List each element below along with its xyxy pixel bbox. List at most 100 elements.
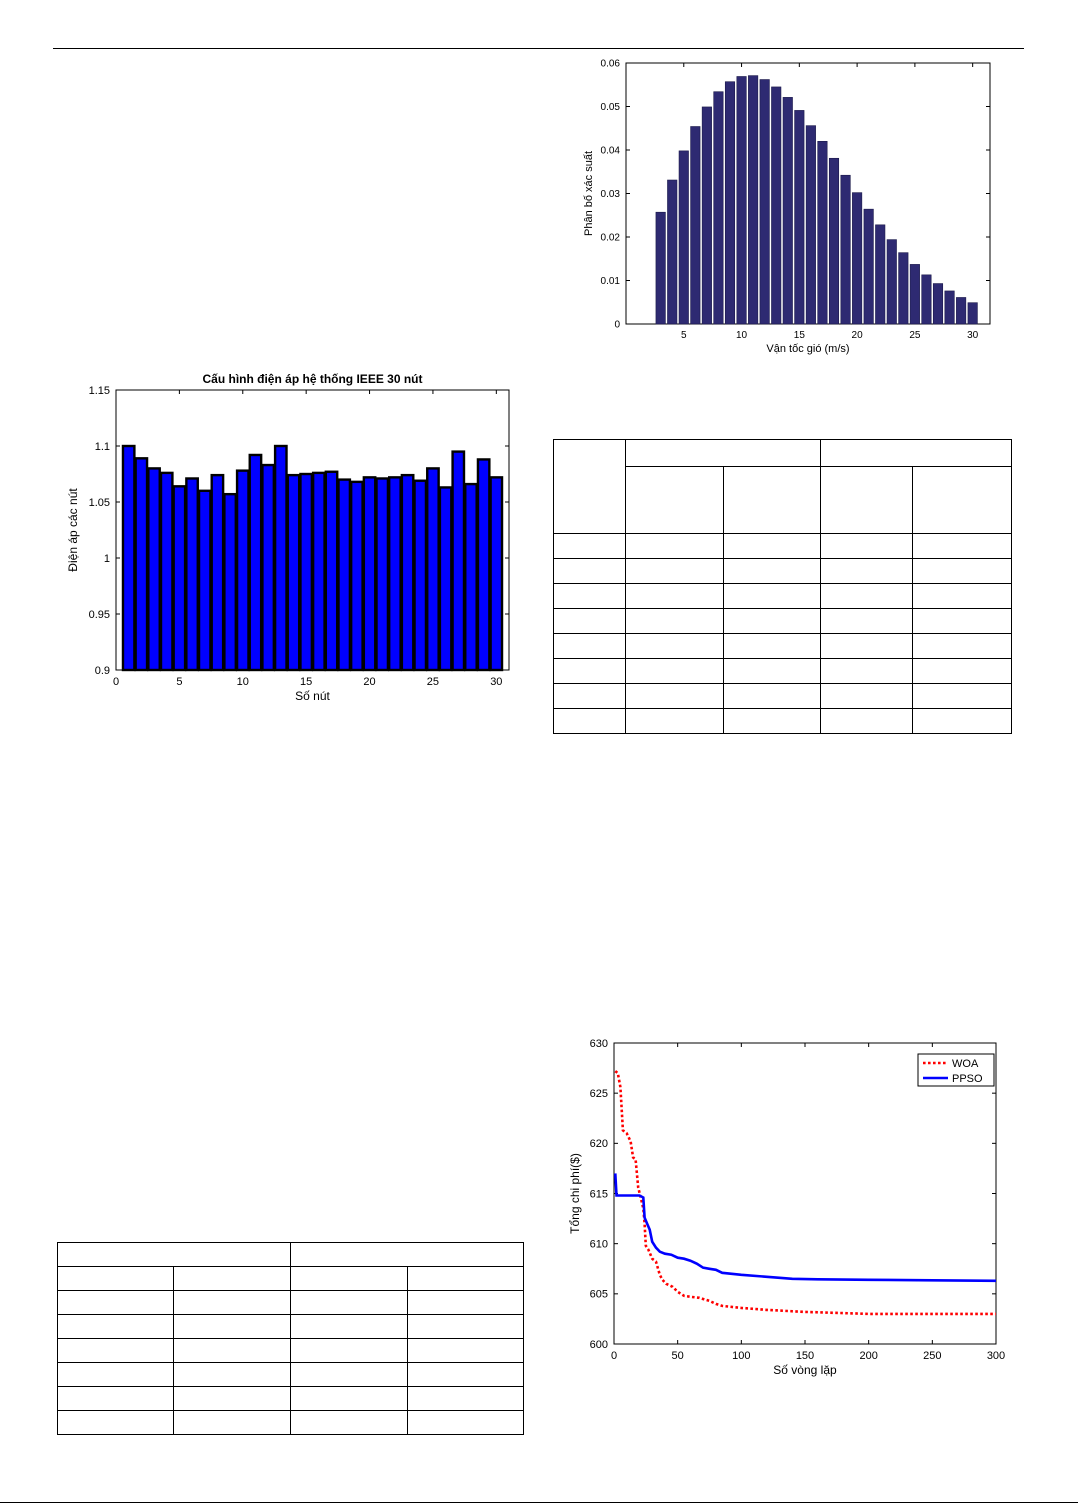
table-cell [624,466,724,534]
y-axis-label: Phân bố xác suất [583,151,595,236]
bar [921,274,932,325]
bar [337,478,352,672]
bar [248,453,263,672]
bar [817,141,828,325]
y-tick-label: 1.15 [89,385,110,397]
bar [299,472,314,672]
x-tick-label: 25 [909,330,921,341]
table-row [553,583,1013,609]
results-table-right [553,439,1013,734]
table-cell [624,558,724,584]
table-cell [290,1362,408,1387]
table-cell [722,466,822,534]
y-tick-label: 1.05 [89,497,110,509]
bar [185,477,199,672]
y-tick-label: 0.9 [95,665,110,677]
series-line-woa [614,1070,996,1316]
x-tick-label: 25 [427,676,439,688]
bar [690,126,701,325]
x-tick-label: 15 [794,330,806,341]
table-cell [173,1386,291,1411]
table-cell [820,683,913,709]
bar [701,106,712,325]
results-table-left [57,1242,524,1435]
table-cell [553,558,626,584]
y-tick-label: 0.95 [89,609,110,621]
table-cell [553,608,626,634]
y-tick-label: 0.06 [601,59,621,70]
table-row [57,1386,524,1411]
bar [956,297,967,325]
table-cell [290,1386,408,1411]
table-cell [173,1266,291,1291]
legend-label: PPSO [952,1073,983,1085]
table-row [57,1314,524,1339]
table-row [553,708,1013,734]
bar [197,489,212,672]
x-tick-label: 5 [176,676,182,688]
bar [210,473,225,672]
voltage-profile-chart: 0.9 0.95 1 1.05 1.1 1.15 0 5 10 15 20 25 30 Số nút Điệ… [58,365,528,710]
table-cell [624,633,724,659]
y-tick-label: 600 [590,1339,608,1351]
x-axis-label: Số nút [295,689,330,703]
table-cell [57,1242,291,1267]
bar [286,473,301,672]
x-tick-label: 10 [736,330,748,341]
table-cell [173,1362,291,1387]
legend-box [917,1053,995,1087]
bar [413,479,428,672]
table-row [57,1362,524,1387]
x-tick-label: 200 [859,1350,877,1362]
table-cell [57,1314,174,1339]
table-row [57,1410,524,1435]
bar [863,208,874,325]
bar [875,224,886,325]
table-row [553,608,1013,634]
x-tick-label: 20 [852,330,864,341]
table-row [553,683,1013,709]
legend-label: WOA [952,1058,979,1070]
table-row [57,1338,524,1363]
y-tick-label: 0 [614,320,620,331]
bar [782,97,793,325]
bar [400,473,415,672]
bar [362,476,377,672]
table-cell [911,533,1013,559]
bar [489,476,504,672]
y-tick-label: 620 [590,1138,608,1150]
series-line-ppso [614,1173,997,1283]
voltage-profile-plot: 0.9 0.95 1 1.05 1.1 1.15 0 5 10 15 20 25 30 Số nút Điệ… [66,372,510,703]
table-cell [624,683,724,709]
bar [426,467,440,672]
table-cell [553,683,626,709]
table-cell [57,1290,174,1315]
bar [932,283,944,325]
table-row [57,1242,524,1267]
table-cell [911,466,1013,534]
x-tick-label: 0 [113,676,119,688]
bar [159,471,174,672]
bar [134,457,149,672]
table-cell [820,708,913,734]
table-cell [820,558,913,584]
table-row [553,558,1013,584]
table-cell [407,1290,524,1315]
table-cell [553,583,626,609]
y-tick-label: 630 [590,1038,608,1050]
table-cell [57,1410,174,1435]
y-tick-label: 0.05 [601,102,621,113]
footer-rule [0,1502,1078,1503]
y-tick-label: 615 [590,1188,608,1200]
bar [375,477,390,672]
bar [794,110,805,325]
table-cell [624,533,724,559]
bar [235,469,250,672]
x-tick-label: 50 [672,1350,684,1362]
x-tick-label: 100 [732,1350,750,1362]
y-tick-label: 1.1 [95,441,110,453]
bar [273,444,288,672]
y-tick-label: 1 [104,553,110,565]
table-cell [290,1266,408,1291]
table-cell [553,633,626,659]
